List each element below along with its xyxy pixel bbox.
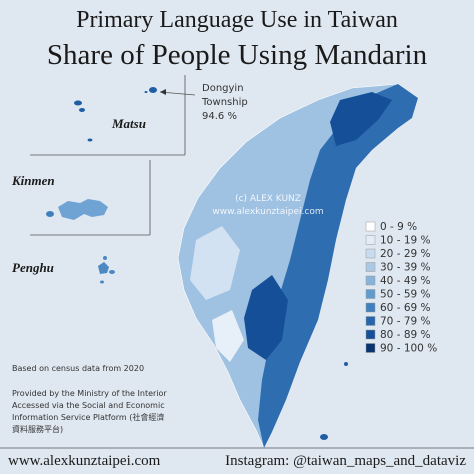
island-labels: Matsu Kinmen Penghu [11,116,146,275]
notes: Based on census data from 2020 Provided b… [12,364,167,434]
penghu-islands [98,256,115,284]
legend-label: 70 - 79 % [380,316,431,328]
kinmen-island [58,199,108,220]
island-label: Penghu [12,260,54,275]
taiwan-southwest [212,310,244,362]
legend-swatch [365,343,376,353]
legend-swatch [365,235,376,245]
callout-text: Dongyin [202,83,244,94]
legend: 0 - 9 % 10 - 19 %20 - 29 % 30 - 39 %40 - 4… [365,221,437,355]
kinmen-island [46,211,54,217]
legend-label: 0 - 9 % [380,221,417,233]
legend-label: 30 - 39 % [380,262,431,274]
legend-label: 40 - 49 % [380,275,431,287]
island-label: Matsu [111,116,146,131]
inset-frames [30,75,196,236]
legend-swatch [365,248,376,259]
legend-label: 50 - 59 % [380,289,431,301]
legend-swatch [365,289,376,299]
legend-swatch [365,329,376,340]
legend-swatch [365,316,376,326]
footer-website: www.alexkunztaipei.com [8,453,161,469]
callout-text: 94.6 % [202,111,237,122]
legend-label: 20 - 29 % [380,248,431,260]
legend-swatch [365,221,376,232]
watermark: (c) ALEX KUNZ www.alexkunztaipei.com [212,194,323,217]
legend-swatch [365,275,376,286]
legend-label: 90 - 100 % [380,343,437,355]
legend-label: 80 - 89 % [380,329,431,341]
matsu-islands [74,87,157,142]
taiwan-north [330,92,392,146]
note-text: Based on census data from 2020 [12,364,144,373]
title: Primary Language Use in Taiwan [76,7,398,33]
callout-arrow [160,89,166,95]
note-text: 資料服務平台) [12,424,63,434]
taiwan-east [258,84,418,448]
green-island [344,362,348,366]
legend-label: 10 - 19 % [380,235,431,247]
watermark-text: (c) ALEX KUNZ [235,194,301,204]
note-text: Information Service Platform (社會經濟 [12,412,164,422]
footer-instagram: Instagram: @taiwan_maps_and_dataviz [225,453,466,469]
taiwan-west [190,226,240,300]
watermark-text: www.alexkunztaipei.com [212,207,323,217]
legend-swatch [365,302,376,313]
note-text: Provided by the Ministry of the Interior [12,389,167,398]
lanyu-island [320,434,328,440]
legend-label: 60 - 69 % [380,302,431,314]
subtitle: Share of People Using Mandarin [47,39,428,71]
island-label: Kinmen [11,173,55,188]
taiwan-south-central [244,275,288,360]
legend-swatch [365,262,376,272]
callout: Dongyin Township 94.6 % [201,83,248,122]
callout-text: Township [201,97,248,108]
note-text: Accessed via the Social and Economic [12,401,165,410]
